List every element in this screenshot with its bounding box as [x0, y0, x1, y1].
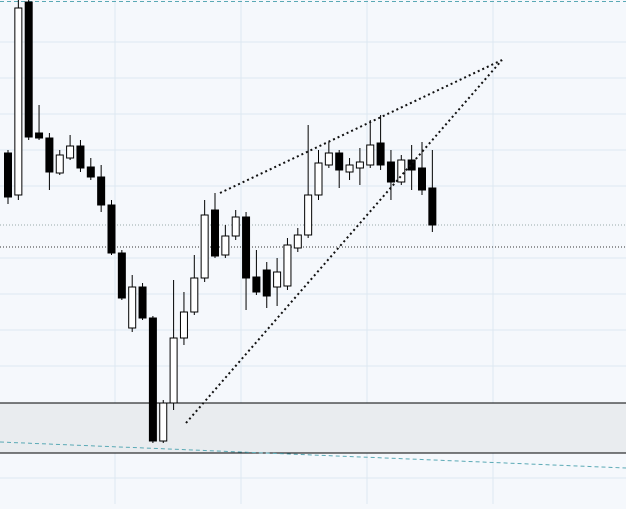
- candle-body: [221, 235, 230, 256]
- candle-body: [252, 276, 261, 293]
- candle-body: [76, 145, 85, 169]
- candle-body: [190, 277, 199, 313]
- candle-body: [428, 187, 437, 226]
- candle-body: [179, 311, 188, 339]
- candle-body: [4, 152, 12, 198]
- candle-body: [273, 271, 282, 288]
- candle-body: [107, 204, 116, 254]
- candle-body: [242, 216, 251, 279]
- candle-body: [345, 164, 354, 173]
- candle-body: [169, 337, 178, 404]
- candle-body: [418, 167, 426, 191]
- candle-body: [14, 7, 23, 196]
- candle-body: [138, 286, 147, 319]
- candle-body: [35, 132, 44, 139]
- candle-body: [117, 252, 126, 299]
- candle-body: [231, 216, 240, 237]
- candle-body: [397, 159, 406, 183]
- candle-body: [159, 402, 168, 442]
- candle-body: [283, 244, 292, 287]
- candle-body: [45, 137, 54, 173]
- candle-body: [407, 159, 416, 171]
- candle-body: [304, 194, 313, 236]
- candle-body: [324, 152, 333, 166]
- candle-body: [97, 176, 106, 206]
- candle-body: [86, 166, 95, 178]
- zone: [0, 403, 626, 453]
- candle-body: [148, 317, 157, 442]
- candle-body: [355, 161, 364, 169]
- trend-line: [219, 59, 503, 194]
- candle-body: [262, 269, 271, 297]
- candle-body: [293, 234, 302, 249]
- candle-body: [366, 144, 375, 166]
- candle-body: [200, 214, 209, 279]
- candle-body: [128, 286, 137, 329]
- trend-line: [185, 59, 503, 424]
- candle-body: [314, 162, 323, 196]
- candle-body: [55, 154, 64, 174]
- candle-body: [335, 152, 344, 171]
- candle-body: [211, 209, 219, 257]
- candle-body: [386, 161, 395, 183]
- candles: [4, 0, 437, 443]
- candle-body: [376, 142, 385, 166]
- candle-body: [66, 145, 75, 159]
- candle-body: [24, 1, 33, 138]
